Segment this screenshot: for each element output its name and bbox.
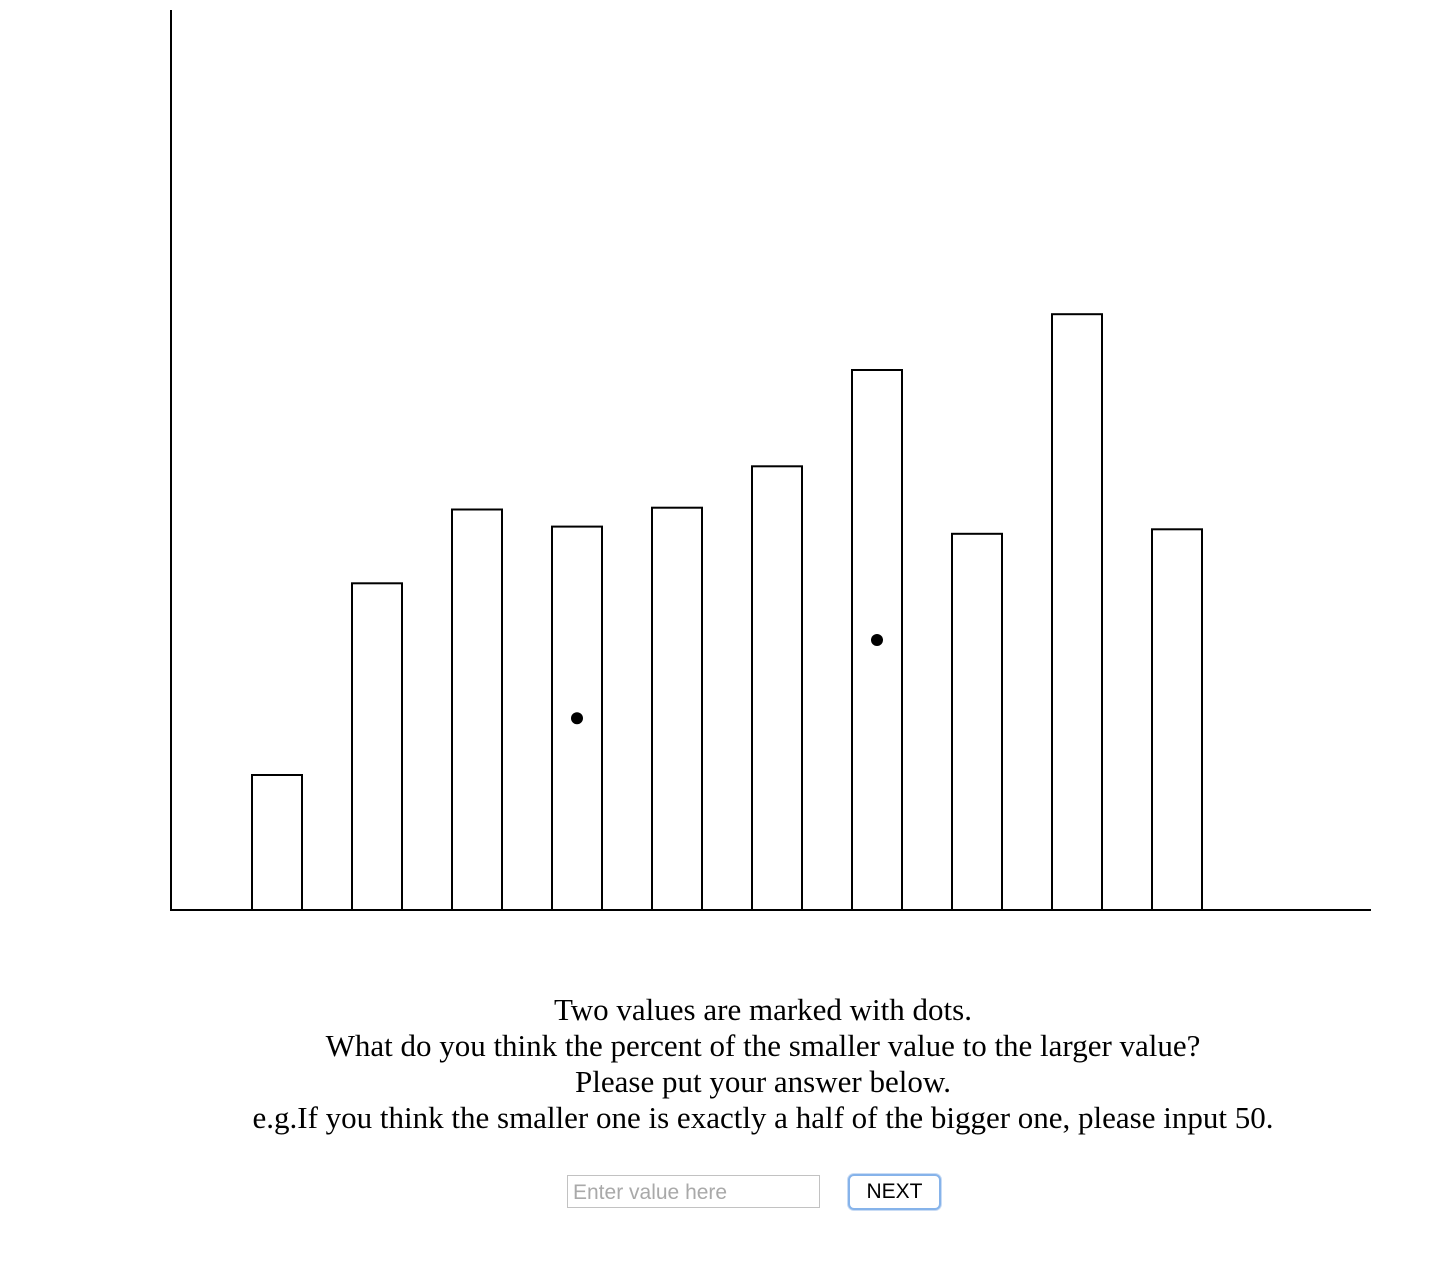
bars-layer bbox=[251, 313, 1203, 911]
bar-3 bbox=[451, 508, 503, 911]
instructions: Two values are marked with dots. What do… bbox=[0, 992, 1452, 1136]
bar-8 bbox=[951, 532, 1003, 911]
bar-9 bbox=[1051, 313, 1103, 911]
instruction-line-2: What do you think the percent of the sma… bbox=[325, 1028, 1201, 1063]
dots-layer bbox=[571, 634, 883, 725]
bar-1 bbox=[251, 774, 303, 911]
marker-dot-4 bbox=[571, 712, 583, 725]
bar-chart bbox=[170, 10, 1371, 911]
bar-2 bbox=[351, 582, 403, 911]
bar-5 bbox=[651, 506, 703, 911]
bar-6 bbox=[751, 465, 803, 911]
next-button[interactable]: NEXT bbox=[848, 1174, 941, 1210]
instruction-line-3: Please put your answer below. bbox=[575, 1064, 951, 1099]
marker-dot-7 bbox=[871, 634, 883, 646]
answer-input[interactable] bbox=[567, 1175, 820, 1208]
instruction-line-4: e.g.If you think the smaller one is exac… bbox=[252, 1100, 1274, 1135]
bar-10 bbox=[1151, 528, 1203, 911]
instruction-line-1: Two values are marked with dots. bbox=[554, 992, 972, 1027]
